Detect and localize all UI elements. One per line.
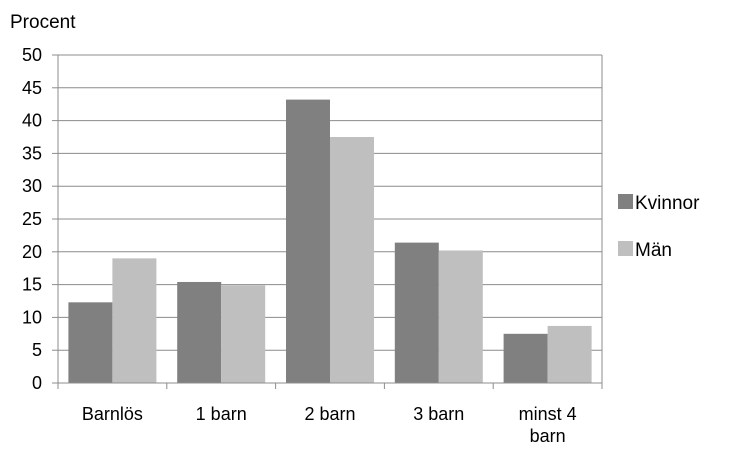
legend-swatch-kvinnor [618, 194, 633, 209]
y-tick-label: 45 [22, 78, 42, 98]
x-category-labels: Barnlös 1 barn 2 barn 3 barn minst 4 barn [82, 404, 577, 446]
bar-män-2 [330, 137, 374, 383]
legend: Kvinnor Män [618, 193, 700, 261]
bar-män-0 [112, 258, 157, 383]
x-category-label: Barnlös [82, 404, 143, 424]
bar-män-3 [438, 250, 483, 383]
y-tick-label: 40 [22, 111, 42, 131]
x-category-label: 3 barn [413, 404, 464, 424]
bars [68, 99, 592, 383]
y-tick-label: 20 [22, 242, 42, 262]
bar-män-1 [221, 285, 266, 383]
y-tick-label: 5 [32, 340, 42, 360]
bar-kvinnor-1 [177, 281, 222, 383]
x-category-label: 2 barn [304, 404, 355, 424]
y-tick-label: 35 [22, 143, 42, 163]
y-tick-label: 10 [22, 307, 42, 327]
y-tick-label: 15 [22, 275, 42, 295]
y-axis-title: Procent [10, 12, 76, 33]
legend-label: Män [635, 240, 672, 261]
legend-swatch-män [618, 241, 633, 256]
y-tick-labels: 0 5 10 15 20 25 30 35 40 45 50 [22, 45, 42, 393]
y-tick-label: 25 [22, 209, 42, 229]
legend-label: Kvinnor [635, 193, 700, 214]
bar-kvinnor-3 [394, 242, 439, 383]
bar-kvinnor-0 [68, 302, 113, 383]
axes [52, 54, 603, 389]
y-tick-label: 50 [22, 45, 42, 65]
x-category-label: 1 barn [196, 404, 247, 424]
bar-kvinnor-4 [503, 333, 548, 383]
y-tick-label: 0 [32, 373, 42, 393]
y-tick-label: 30 [22, 176, 42, 196]
bar-kvinnor-2 [286, 99, 330, 383]
bar-män-4 [547, 325, 592, 383]
x-category-label: minst 4 barn [519, 404, 577, 446]
